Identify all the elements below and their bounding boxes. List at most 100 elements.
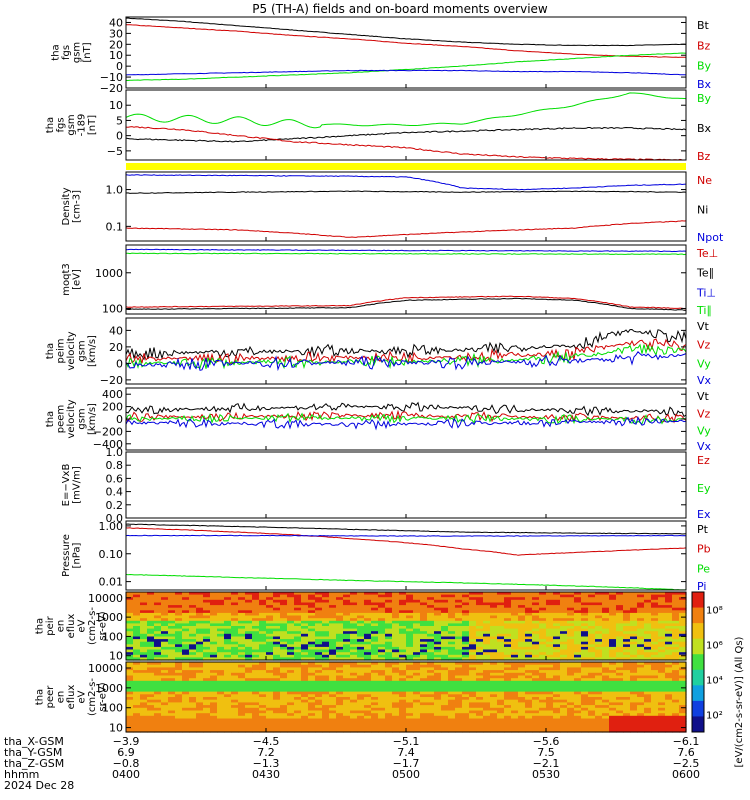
series-p2-Bz bbox=[125, 126, 686, 161]
legend-p3-Ni: Ni bbox=[697, 204, 708, 217]
ytick-label: 0 bbox=[116, 357, 123, 370]
panel-p2: −5 0 5 10 tha fgs gsm -189 [nT] By Bx Bz bbox=[45, 89, 712, 163]
series-p6-Vy bbox=[125, 412, 687, 425]
ytick-label: 1.0 bbox=[106, 184, 124, 197]
legend-p3-Npot: Npot bbox=[697, 231, 724, 244]
legend-p8-Pb: Pb bbox=[697, 543, 711, 556]
xaxis-row-label: tha_Y-GSM bbox=[4, 746, 62, 759]
panel-p7: 0.00.20.40.60.81.0 E=−VxB [mV/m] Ez Ey Ex bbox=[61, 446, 711, 525]
colorbar-label: [eV/(cm2-s-sr-eV)] (All Qs) bbox=[734, 636, 745, 767]
ylabel-line: eV bbox=[77, 619, 88, 632]
ytick-label: 0.10 bbox=[99, 548, 124, 561]
series-p4-Ti∥ bbox=[125, 252, 687, 256]
ylabel-line: [cm-3] bbox=[71, 190, 82, 223]
ytick-label: 1000 bbox=[95, 682, 123, 695]
ylabel-line: eflux bbox=[66, 685, 77, 710]
ytick-label: 0.2 bbox=[106, 499, 124, 512]
plot-title: P5 (TH-A) fields and on-board moments ov… bbox=[252, 2, 548, 16]
ylabel-line: velocity bbox=[66, 399, 77, 438]
xtick-label: −3.9 bbox=[113, 735, 140, 748]
ytick-label: 10 bbox=[109, 650, 123, 663]
ytick-label: 20 bbox=[109, 341, 123, 354]
xtick-label: −5.1 bbox=[393, 735, 420, 748]
ylabel-line: gsm bbox=[71, 42, 82, 63]
ytick-label: 1000 bbox=[95, 611, 123, 624]
xtick-label: −2.1 bbox=[533, 757, 560, 770]
xtick-label: 0600 bbox=[672, 768, 700, 781]
ytick-label: −400 bbox=[93, 438, 123, 451]
ylabel-line: tha bbox=[45, 411, 56, 427]
series-p3-Ni bbox=[125, 190, 687, 194]
ylabel-line: [km/s] bbox=[87, 335, 98, 367]
ytick-label: −5 bbox=[107, 145, 123, 158]
ytick-label: 0.1 bbox=[106, 220, 124, 233]
colorbar-tick: 10⁴ bbox=[706, 676, 723, 687]
ytick-label: 10 bbox=[109, 99, 123, 112]
legend-p7-Ey: Ey bbox=[697, 482, 711, 495]
ylabel-line: peim bbox=[56, 338, 67, 363]
ylabel-line: en bbox=[56, 691, 67, 704]
legend-p6-Vt: Vt bbox=[697, 390, 710, 403]
panel-p5: −20 0 20 40 tha peim velocity gsm [km/s] Vt Vz Vy Vx bbox=[45, 317, 712, 387]
xtick-label: −6.1 bbox=[673, 735, 700, 748]
xtick-label: 7.4 bbox=[397, 746, 415, 759]
xtick-label: 7.6 bbox=[677, 746, 695, 759]
ylabel-line: gsm bbox=[77, 340, 88, 361]
ylabel-line: sr-eV) bbox=[98, 611, 109, 640]
ytick-label: −200 bbox=[93, 425, 123, 438]
ylabel-line: peem bbox=[56, 405, 67, 433]
xtick-label: 0530 bbox=[532, 768, 560, 781]
legend-p4-Ti⊥: Ti⊥ bbox=[696, 286, 716, 299]
series-p4-Te⊥ bbox=[125, 295, 687, 310]
series-p2-Bx bbox=[125, 126, 687, 143]
ylabel-line: peer bbox=[45, 685, 56, 709]
ylabel-line: -189 bbox=[77, 114, 88, 137]
ytick-label: 0 bbox=[116, 130, 123, 143]
ylabel-line: [mV/m] bbox=[71, 466, 82, 504]
xtick-label: 0400 bbox=[112, 768, 140, 781]
legend-p3-Ne: Ne bbox=[697, 174, 712, 187]
legend-p5-Vt: Vt bbox=[697, 320, 710, 333]
series-p5-Vt bbox=[125, 328, 687, 361]
ylabel-line: Density bbox=[61, 187, 72, 225]
ytick-label: 100 bbox=[102, 702, 123, 715]
ytick-label: 100 bbox=[102, 630, 123, 643]
series-p5-Vy bbox=[125, 343, 687, 370]
panel-frame bbox=[125, 16, 687, 89]
xaxis-row-label: 2024 Dec 28 bbox=[4, 779, 74, 792]
ylabel-line: tha bbox=[50, 44, 61, 60]
legend-p2-Bx: Bx bbox=[697, 122, 712, 135]
colorbar-tick: 10⁶ bbox=[706, 641, 723, 652]
ytick-label: 0.01 bbox=[99, 576, 124, 589]
ytick-label: 40 bbox=[109, 324, 123, 337]
colorbar-tick: 10² bbox=[706, 711, 723, 722]
ylabel-line: tha bbox=[45, 343, 56, 359]
panel-p10: 10 100 1000 10000 tha peer en eflux eV (cm2-s-sr-… bbox=[35, 661, 687, 735]
xtick-label: 7.2 bbox=[257, 746, 275, 759]
xaxis-row-label: tha_X-GSM bbox=[4, 735, 64, 748]
ytick-label: 30 bbox=[109, 27, 123, 40]
colorbar bbox=[691, 591, 705, 733]
ytick-label: 5 bbox=[116, 114, 123, 127]
xtick-label: −4.5 bbox=[253, 735, 280, 748]
ytick-label: −20 bbox=[100, 82, 123, 95]
ylabel-line: [nT] bbox=[87, 115, 98, 135]
colorbar-tick: 10⁸ bbox=[706, 606, 723, 617]
panel-frame bbox=[125, 171, 687, 242]
series-p5-Vx bbox=[125, 351, 687, 372]
ylabel-line: en bbox=[56, 620, 67, 633]
ylabel-line: gsm bbox=[77, 408, 88, 429]
yellow-flag-bar bbox=[126, 163, 686, 170]
ylabel-line: fgs bbox=[61, 45, 72, 60]
ylabel-line: [km/s] bbox=[87, 403, 98, 435]
ylabel-line: eflux bbox=[66, 614, 77, 639]
ylabel-line: (cm2-s- bbox=[87, 607, 98, 645]
ytick-label: 10 bbox=[109, 49, 123, 62]
ylabel-line: sr-eV) bbox=[98, 682, 109, 711]
series-p8-Pi bbox=[125, 534, 687, 537]
ytick-label: 20 bbox=[109, 38, 123, 51]
xtick-label: 0500 bbox=[392, 768, 420, 781]
ylabel-line: [nPa] bbox=[71, 542, 82, 568]
